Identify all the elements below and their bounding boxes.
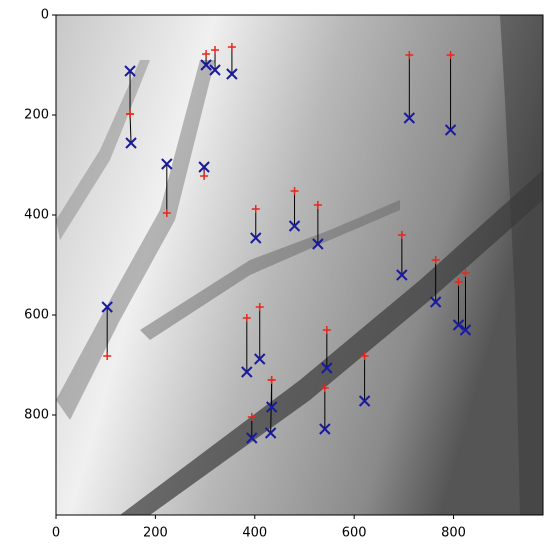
chart: 0 200 400 600 800 0 200 400 600 800 (0, 0, 544, 542)
x-tick-label: 200 (143, 526, 168, 541)
x-tick-label: 0 (52, 526, 60, 541)
y-tick-label: 0 (41, 8, 49, 23)
page: {"chart_data": {"type": "scatter", "xlim… (0, 0, 544, 542)
terrain-image (56, 15, 543, 515)
x-tick-label: 400 (242, 526, 267, 541)
y-tick-label: 800 (24, 408, 49, 423)
y-tick-label: 400 (24, 208, 49, 223)
x-tick-label: 600 (342, 526, 367, 541)
y-tick-label: 200 (24, 108, 49, 123)
x-tick-label: 800 (441, 526, 466, 541)
y-tick-label: 600 (24, 308, 49, 323)
